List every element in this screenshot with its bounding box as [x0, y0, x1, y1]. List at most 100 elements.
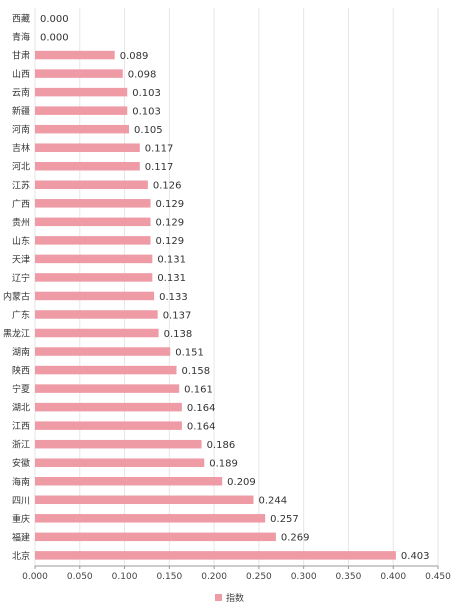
- value-label: 0.089: [120, 51, 149, 62]
- value-label: 0.129: [156, 236, 185, 247]
- bar: [35, 236, 151, 245]
- bar: [35, 291, 155, 301]
- category-label: 河北: [12, 161, 30, 173]
- bar: [35, 532, 276, 542]
- category-label: 新疆: [12, 105, 30, 117]
- category-label: 四川: [12, 496, 30, 506]
- category-label: 青海: [12, 31, 30, 43]
- value-label: 0.158: [181, 366, 210, 377]
- category-label: 云南: [12, 87, 30, 99]
- value-label: 0.098: [128, 69, 157, 80]
- value-label: 0.129: [156, 218, 185, 229]
- x-tick-label: 0.350: [336, 572, 362, 582]
- value-label: 0.164: [187, 403, 216, 414]
- category-label: 吉林: [12, 142, 30, 154]
- category-labels: 西藏青海甘肃山西云南新疆河南吉林河北江苏广西贵州山东天津辽宁内蒙古广东黑龙江湖南…: [3, 13, 30, 562]
- category-label: 甘肃: [12, 50, 30, 62]
- value-label: 0.131: [157, 273, 186, 284]
- category-label: 天津: [12, 254, 30, 265]
- bar: [35, 328, 159, 338]
- value-label: 0.117: [145, 144, 174, 155]
- category-label: 湖北: [12, 403, 30, 414]
- value-label: 0.105: [134, 125, 163, 136]
- category-label: 内蒙古: [3, 290, 30, 302]
- value-label: 0.269: [281, 533, 310, 544]
- value-label: 0.151: [175, 347, 204, 358]
- bar: [35, 87, 128, 97]
- grid-lines: [34, 8, 439, 566]
- value-label: 0.161: [184, 384, 213, 395]
- bar: [35, 180, 148, 190]
- value-label: 0.000: [40, 32, 69, 43]
- category-label: 辽宁: [12, 272, 30, 284]
- value-label: 0.133: [159, 292, 188, 303]
- category-label: 湖南: [12, 346, 30, 358]
- category-label: 安徽: [12, 457, 30, 469]
- x-tick-label: 0.250: [246, 572, 272, 582]
- category-label: 黑龙江: [3, 328, 30, 340]
- bar: [35, 421, 182, 430]
- value-label: 0.244: [259, 496, 288, 507]
- bar: [35, 514, 266, 523]
- x-tick-label: 0.000: [22, 572, 48, 582]
- category-label: 河南: [12, 124, 30, 136]
- legend-label: 指数: [226, 592, 244, 604]
- value-label: 0.164: [187, 421, 216, 432]
- value-labels: 0.000 0.000 0.089 0.098 0.103 0.103 0.105 0.117…: [40, 14, 430, 562]
- x-tick-labels: 0.000 0.050 0.100 0.150 0.200 0.250 0.300 0.350…: [22, 566, 451, 582]
- bar: [35, 458, 205, 467]
- bar: [35, 384, 180, 393]
- x-tick-label: 0.100: [112, 572, 138, 582]
- x-tick-label: 0.300: [291, 572, 317, 582]
- value-label: 0.138: [164, 329, 193, 340]
- category-label: 西藏: [12, 13, 30, 25]
- bar: [35, 365, 177, 375]
- value-label: 0.403: [401, 551, 430, 562]
- bars: [35, 50, 396, 560]
- bar: [35, 161, 140, 171]
- value-label: 0.209: [227, 477, 256, 488]
- bar: [35, 347, 171, 356]
- bar: [35, 217, 151, 227]
- category-label: 广东: [12, 309, 30, 321]
- category-label: 陕西: [12, 365, 30, 377]
- value-label: 0.103: [132, 88, 161, 99]
- category-label: 山东: [12, 235, 30, 247]
- bar: [35, 477, 223, 486]
- bar: [35, 106, 128, 115]
- value-label: 0.186: [207, 440, 236, 451]
- category-label: 重庆: [12, 513, 30, 525]
- x-tick-label: 0.150: [156, 572, 182, 582]
- bar: [35, 69, 123, 78]
- bar: [35, 199, 151, 208]
- x-tick-label: 0.050: [67, 572, 93, 582]
- value-label: 0.129: [156, 199, 185, 210]
- legend: 指数: [215, 592, 244, 604]
- category-label: 江西: [12, 421, 30, 432]
- value-label: 0.117: [145, 162, 174, 173]
- category-label: 浙江: [12, 439, 30, 451]
- value-label: 0.103: [132, 106, 161, 117]
- bar: [35, 310, 158, 319]
- bar: [35, 551, 396, 560]
- category-label: 山西: [12, 69, 30, 80]
- category-label: 江苏: [12, 179, 30, 191]
- category-label: 广西: [12, 198, 30, 210]
- value-label: 0.137: [163, 310, 192, 321]
- category-label: 宁夏: [12, 383, 30, 395]
- value-label: 0.000: [40, 14, 69, 25]
- x-tick-label: 0.200: [201, 572, 227, 582]
- bar: [35, 495, 254, 505]
- category-label: 贵州: [12, 216, 30, 228]
- bar: [35, 273, 153, 282]
- legend-swatch: [215, 594, 222, 601]
- category-label: 海南: [12, 476, 30, 488]
- bar: [35, 143, 140, 152]
- bar: [35, 124, 130, 134]
- category-label: 北京: [12, 550, 30, 562]
- category-label: 福建: [12, 531, 30, 543]
- value-label: 0.131: [157, 255, 186, 266]
- value-label: 0.126: [153, 181, 182, 192]
